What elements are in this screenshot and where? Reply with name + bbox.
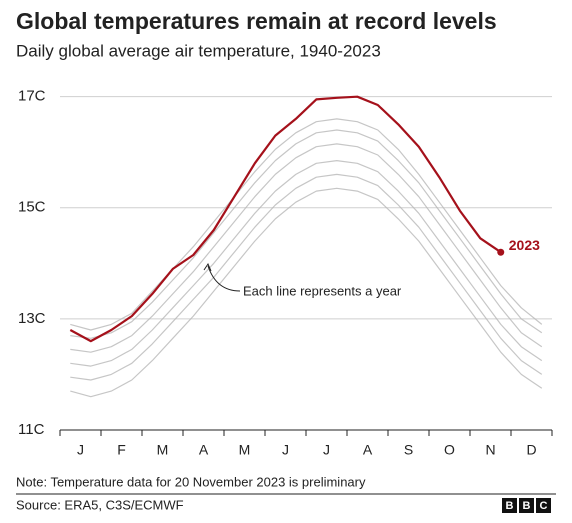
x-tick-label: S	[404, 442, 413, 458]
year-line	[70, 129, 543, 339]
y-tick-label: 17C	[18, 88, 46, 105]
annotation: Each line represents a year	[243, 283, 402, 298]
x-tick-label: M	[239, 442, 251, 458]
x-tick-label: F	[117, 442, 126, 458]
year-line	[70, 143, 543, 353]
logo-box	[502, 498, 517, 513]
y-tick-label: 15C	[18, 199, 46, 216]
chart-title: Global temperatures remain at record lev…	[16, 8, 497, 34]
note: Note: Temperature data for 20 November 2…	[16, 474, 366, 489]
year-line	[70, 160, 543, 367]
x-tick-label: D	[526, 442, 536, 458]
plot-area: 11C 13C 15C 17C J F M A M J J A S O N D 2023	[18, 88, 553, 458]
x-tick-label: J	[77, 442, 84, 458]
source: Source: ERA5, C3S/ECMWF	[16, 497, 184, 512]
x-tick-label: J	[282, 442, 289, 458]
y-tick-label: 13C	[18, 310, 46, 327]
annotation-arrow	[207, 265, 241, 292]
y-tick-label: 11C	[18, 421, 45, 438]
highlight-line	[69, 95, 502, 343]
logo-letter: B	[506, 500, 514, 512]
x-tick-label: A	[199, 442, 209, 458]
end-dot	[497, 248, 505, 256]
logo-box	[536, 498, 551, 513]
series-label: 2023	[509, 237, 540, 253]
chart-subtitle: Daily global average air temperature, 19…	[16, 41, 381, 60]
logo: B B C	[502, 498, 551, 513]
logo-letter: C	[540, 500, 548, 512]
year-line	[70, 187, 543, 398]
logo-letter: B	[523, 500, 531, 512]
annotation-arrowhead	[203, 262, 212, 272]
logo-box	[519, 498, 534, 513]
x-tick-label: A	[363, 442, 373, 458]
x-tick-label: N	[485, 442, 495, 458]
year-line	[70, 118, 543, 331]
x-tick-label: O	[444, 442, 455, 458]
x-tick-label: J	[323, 442, 330, 458]
year-line	[70, 173, 543, 381]
x-tick-label: M	[157, 442, 169, 458]
